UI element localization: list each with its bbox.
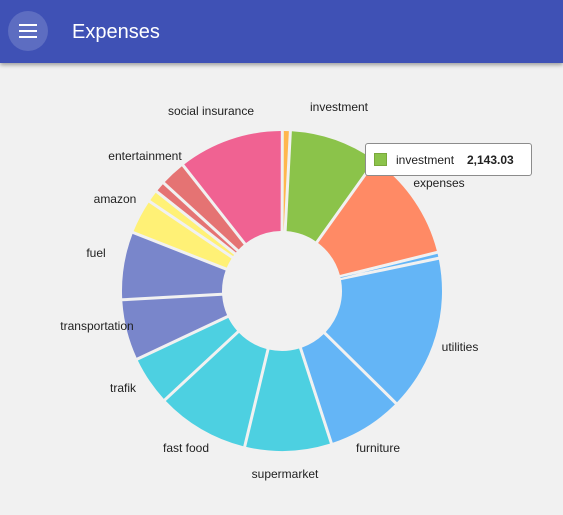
slice-label: utilities bbox=[442, 340, 479, 354]
chart-tooltip: investment 2,143.03 bbox=[365, 143, 532, 176]
slice-utilities[interactable] bbox=[325, 259, 442, 403]
menu-icon-bar bbox=[19, 36, 37, 38]
slice-label: social insurance bbox=[168, 104, 254, 118]
tooltip-color-swatch bbox=[374, 153, 387, 166]
tooltip-value: 2,143.03 bbox=[467, 153, 514, 167]
slice-label: fast food bbox=[163, 441, 209, 455]
slice-entertainment[interactable] bbox=[164, 166, 244, 250]
slice-investment[interactable] bbox=[286, 131, 374, 242]
slice-amazon[interactable] bbox=[133, 202, 232, 268]
slice-label: investment bbox=[310, 100, 369, 114]
slice-supermarket[interactable] bbox=[246, 348, 330, 452]
menu-button[interactable] bbox=[8, 11, 48, 51]
slice-unlabeled-15[interactable] bbox=[283, 131, 289, 232]
slice-label: amazon bbox=[94, 192, 137, 206]
menu-icon-bar bbox=[19, 30, 37, 32]
slice-unlabeled-11[interactable] bbox=[150, 192, 235, 257]
slice-label: transportation bbox=[60, 319, 133, 333]
slice-unlabeled-2[interactable] bbox=[340, 253, 439, 278]
tooltip-label: investment bbox=[396, 153, 455, 167]
slice-furniture[interactable] bbox=[301, 334, 395, 443]
menu-icon bbox=[19, 24, 37, 26]
slice-fast-food[interactable] bbox=[165, 332, 267, 447]
slice-unlabeled-12[interactable] bbox=[157, 184, 237, 253]
slice-trafik[interactable] bbox=[137, 317, 238, 399]
slice-social-insurance[interactable] bbox=[184, 131, 281, 243]
slice-label: fuel bbox=[86, 246, 105, 260]
slice-label: expenses bbox=[413, 176, 464, 190]
slice-label: entertainment bbox=[108, 149, 182, 163]
slice-label: furniture bbox=[356, 441, 400, 455]
slice-label: supermarket bbox=[252, 467, 319, 481]
app-bar: Expenses bbox=[0, 0, 563, 63]
slice-transportation[interactable] bbox=[122, 295, 228, 358]
expenses-donut-chart: investment expenses utilities furniture supe… bbox=[60, 100, 479, 481]
slice-label: trafik bbox=[110, 381, 137, 395]
page-title: Expenses bbox=[72, 21, 160, 43]
slice-fuel[interactable] bbox=[121, 233, 226, 299]
slice-expenses[interactable] bbox=[318, 161, 437, 276]
